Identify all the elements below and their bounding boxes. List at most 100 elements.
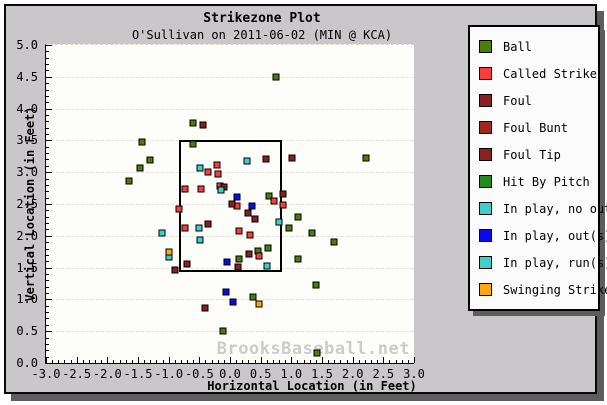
pitch-point-ball [362,154,370,162]
axis-tick [119,360,121,363]
y-tick-label: 3.5 [16,133,38,148]
pitch-point-called-strike [213,161,220,169]
axis-tick [46,134,49,136]
legend-swatch-icon [479,94,492,107]
pitch-point-foul-foul-bunt-foul-tip [288,154,296,162]
pitch-point-in-play-no-out-run-s [275,218,283,226]
axis-tick [46,324,49,326]
pitch-point-in-play-no-out-run-s [196,164,204,172]
axis-tick [266,360,268,363]
axis-tick [46,350,49,352]
legend-swatch-icon [479,256,492,269]
x-axis-label: Horizontal Location (in Feet) [207,379,417,393]
axis-tick [46,178,49,180]
y-tick-label: 0.0 [16,356,38,370]
axis-tick [58,360,60,363]
y-tick-label: 3.0 [16,165,38,180]
axis-tick [46,204,52,205]
axis-tick [46,248,49,250]
pitch-point-ball [308,229,316,237]
axis-tick [223,360,225,363]
axis-tick [70,360,72,363]
pitch-point-in-play-no-out-run-s [243,157,251,165]
y-tick-label: 5.0 [16,38,38,52]
pitch-point-in-play-out-s [229,298,237,306]
gridline [46,267,414,269]
pitch-point-in-play-out-s [248,202,256,210]
axis-tick [46,191,49,193]
axis-tick [401,360,403,363]
axis-tick [46,229,49,231]
axis-tick [46,64,49,66]
pitch-point-called-strike [246,231,254,239]
pitch-point-ball [264,244,272,252]
axis-tick [46,76,52,78]
gridline [46,235,414,237]
axis-tick [162,360,164,363]
pitch-point-foul-foul-bunt-foul-tip [199,121,207,128]
x-tick-label: 2.5 [372,367,395,381]
legend-item: Foul Bunt [479,121,596,135]
axis-tick [46,51,49,53]
x-tick-label: 3.0 [403,367,425,381]
pitch-point-in-play-out-s [223,258,231,266]
axis-tick [187,360,189,363]
axis-tick [46,83,49,85]
axis-tick [297,360,299,363]
legend-label: In play, run(s) [503,255,607,270]
legend-swatch-icon [479,175,492,188]
axis-tick [46,102,49,104]
axis-tick [46,184,49,186]
pitch-point-in-play-no-out-run-s [196,236,204,244]
axis-tick [46,45,52,46]
axis-tick [46,254,49,256]
axis-tick [291,357,293,363]
pitch-point-foul-foul-bunt-foul-tip [279,190,287,198]
x-tick-label: -3.0 [31,367,61,381]
axis-tick [46,127,49,129]
pitch-point-ball [294,213,302,221]
legend-swatch-icon [479,148,492,161]
pitch-point-in-play-no-out-run-s [195,224,203,232]
pitch-point-foul-foul-bunt-foul-tip [201,304,209,312]
axis-tick [46,357,47,363]
legend-item: Foul [479,94,596,108]
x-tick-label: -2.0 [92,367,122,381]
pitch-point-ball [272,73,280,81]
axis-tick [46,114,49,116]
legend-label: In play, out(s) [503,228,607,243]
y-tick-label: 1.0 [16,292,38,307]
axis-tick [364,360,366,363]
axis-tick [125,360,127,363]
pitch-point-ball [189,119,197,127]
axis-tick [156,360,158,363]
pitch-point-in-play-no-out-run-s [158,229,166,237]
axis-tick [138,357,139,363]
legend-swatch-icon [479,121,492,134]
axis-tick [46,356,49,358]
legend-label: Foul [503,93,532,108]
axis-tick [46,267,52,269]
axis-tick [272,360,274,363]
legend-item: Called Strike [479,67,597,81]
pitch-point-ball [136,164,144,172]
axis-tick [150,360,152,363]
axis-tick [414,357,415,363]
pitch-point-called-strike [181,185,189,193]
legend-label: Foul Tip [503,147,561,162]
pitch-point-foul-foul-bunt-foul-tip [228,200,236,208]
pitch-point-called-strike [214,170,222,178]
gridline [46,108,414,110]
pitch-point-called-strike [270,197,278,205]
axis-tick [64,360,66,363]
axis-tick [46,153,49,155]
axis-tick [46,363,52,364]
x-tick-label: 1.0 [280,367,303,381]
legend-swatch-icon [479,283,492,296]
axis-tick [46,305,49,307]
axis-tick [242,360,244,363]
axis-tick [46,146,49,148]
x-tick-label: -1.5 [123,367,153,381]
y-tick-label: 2.0 [16,228,38,243]
